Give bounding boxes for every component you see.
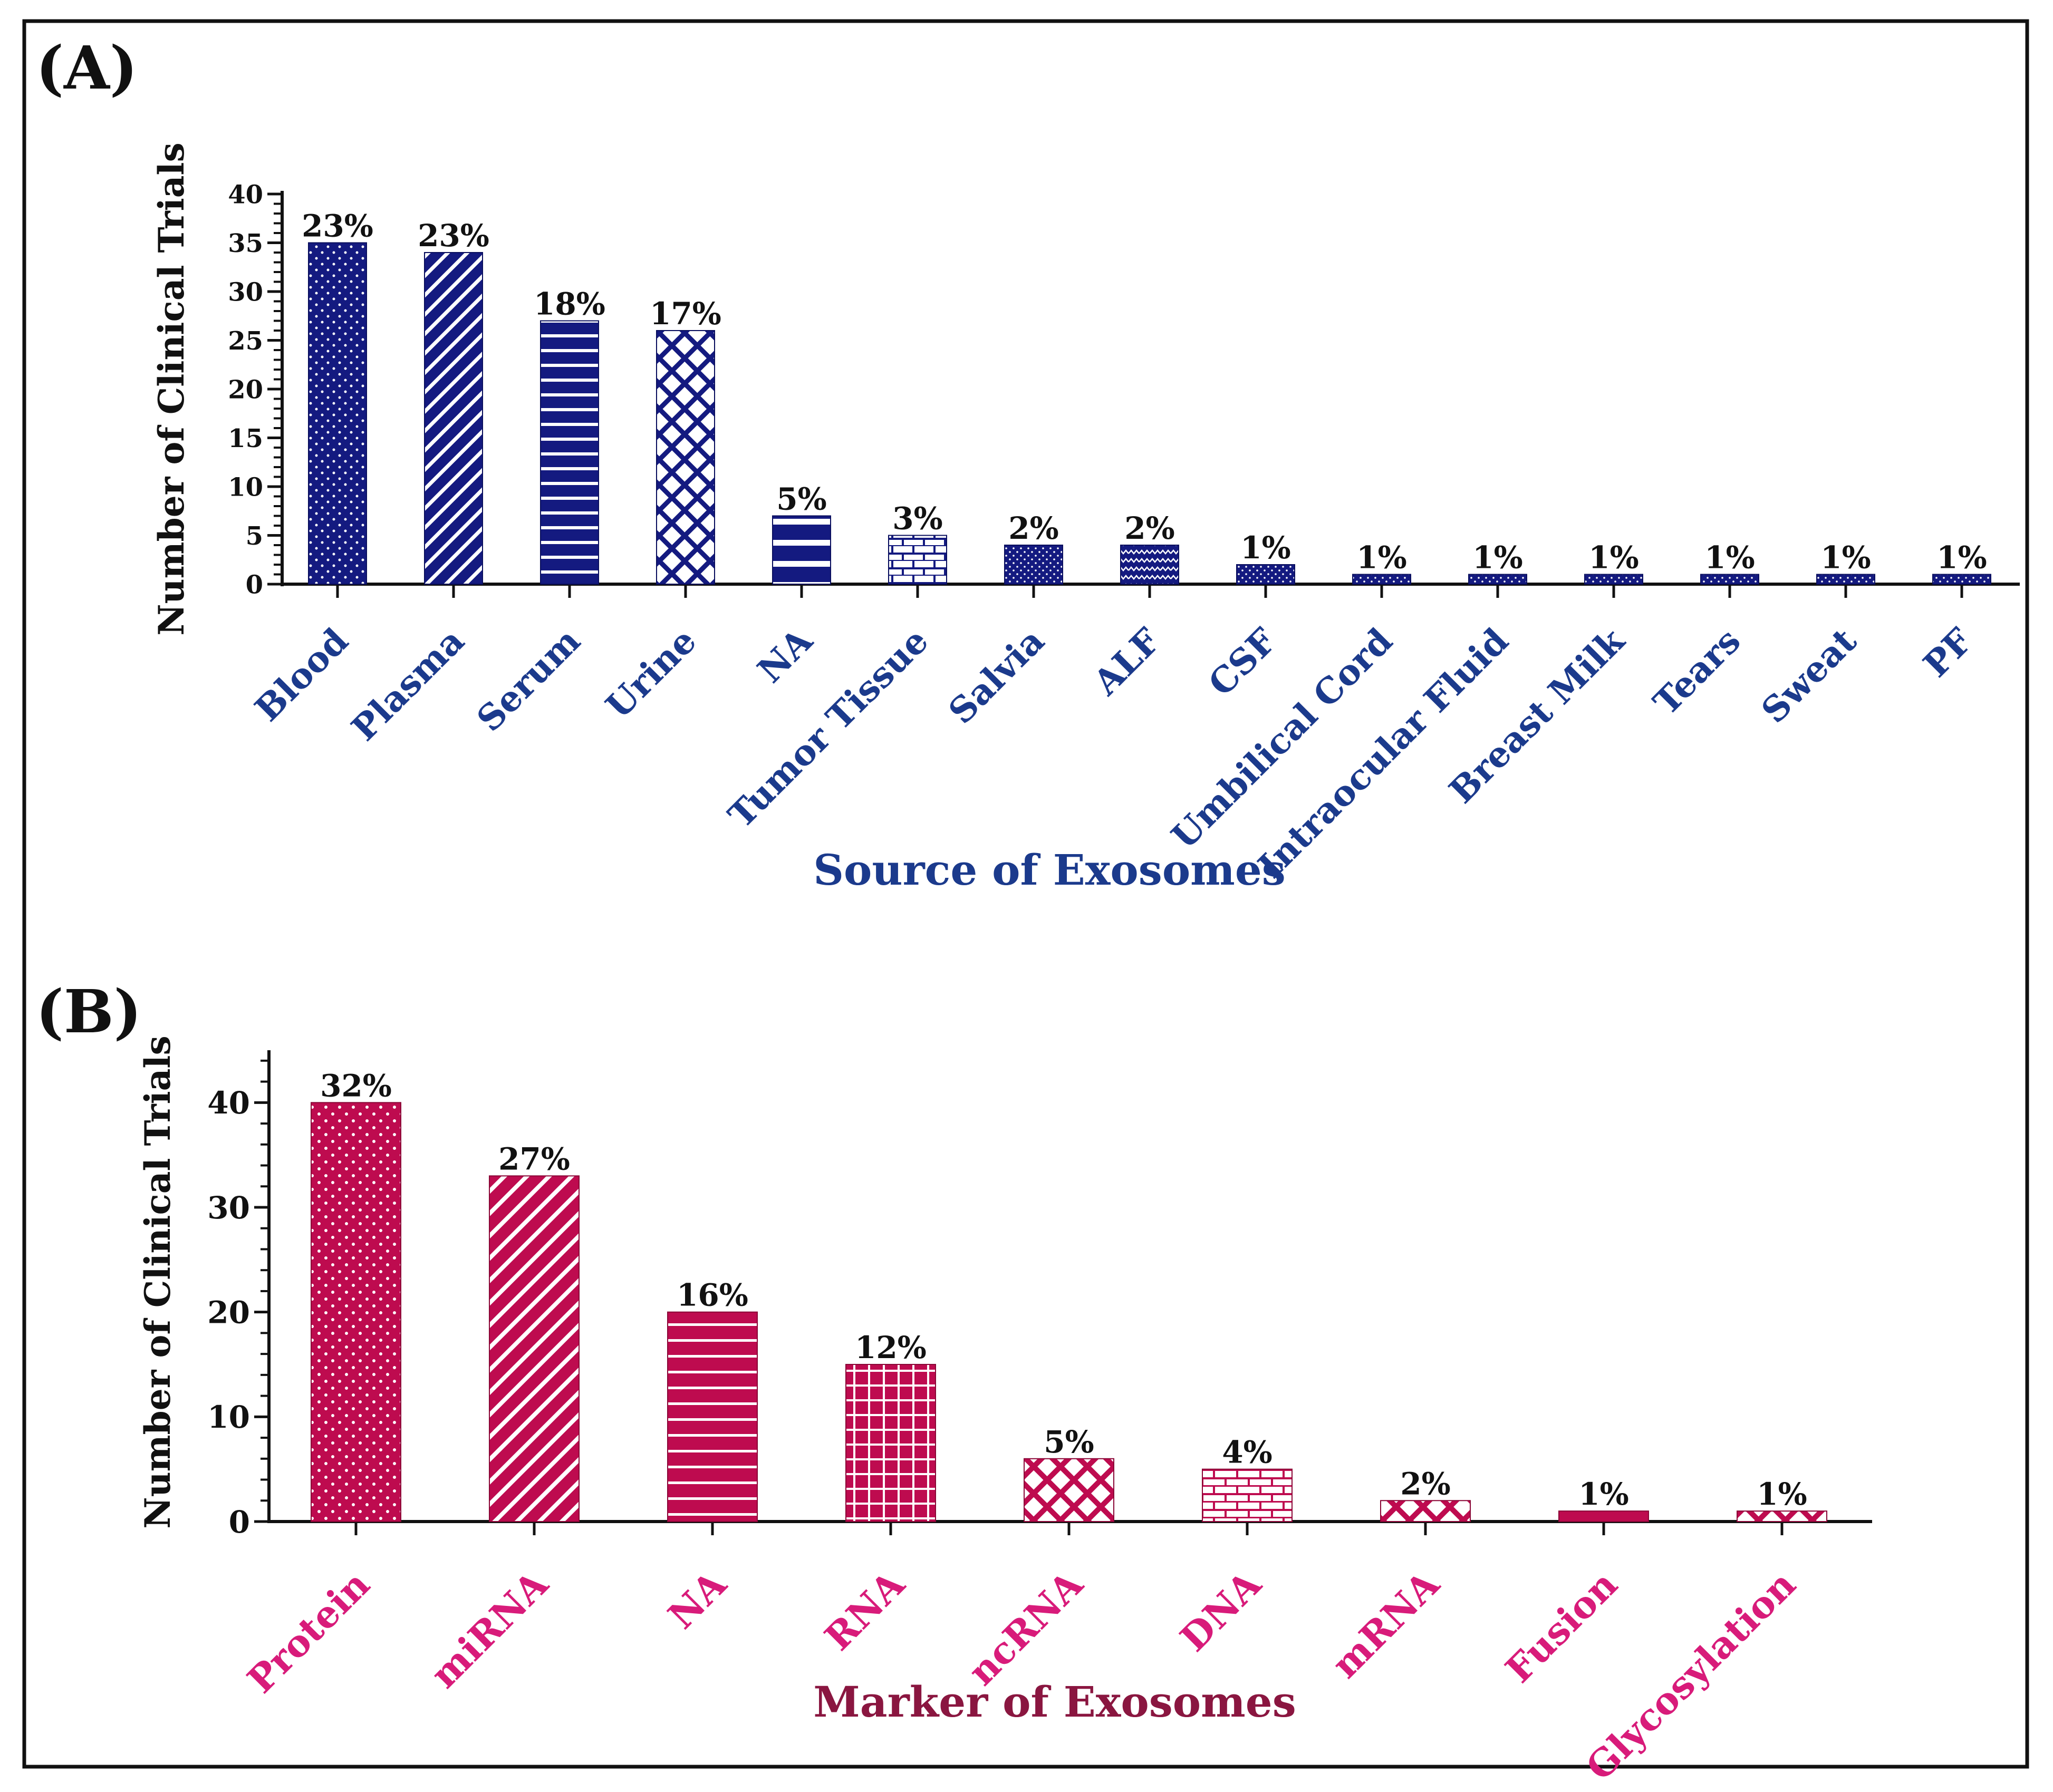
y-tick-label: 40 [207, 1085, 250, 1121]
bar-mrna [1380, 1500, 1471, 1522]
data-label: 1% [1240, 530, 1290, 566]
bar-tumor-tissue [888, 535, 947, 585]
data-label: 17% [650, 296, 721, 332]
panel-a-label: (A) [36, 34, 138, 103]
chart-a: 0 5 10 15 20 25 30 35 40 23% 23% 18% 17% 5% 3% 2% 2% 1% 1… [151, 142, 2020, 895]
bar-na [667, 1311, 758, 1523]
data-label: 16% [677, 1277, 748, 1313]
chart-a-x-title: Source of Exosomes [813, 845, 1286, 895]
data-label: 1% [1757, 1476, 1807, 1512]
bar-umbilical-cord [1352, 574, 1411, 585]
bar-sweat [1816, 574, 1875, 585]
y-tick-label: 0 [246, 570, 263, 599]
data-label: 18% [534, 286, 605, 322]
y-tick-label: 30 [207, 1190, 250, 1226]
y-tick-label: 15 [228, 424, 263, 453]
bar-tears [1700, 574, 1759, 585]
data-label: 1% [1936, 540, 1987, 576]
y-tick-label: 35 [228, 229, 263, 258]
data-label: 12% [855, 1330, 927, 1365]
y-tick-label: 40 [228, 180, 263, 209]
y-tick-label: 20 [228, 375, 263, 404]
data-label: 23% [302, 208, 373, 244]
bar-salvia [1004, 545, 1063, 585]
data-label: 23% [418, 218, 489, 254]
chart-b-x-title: Marker of Exosomes [813, 1677, 1296, 1727]
y-tick-label: 20 [207, 1295, 250, 1331]
chart-a-y-title: Number of Clinical Trials [151, 142, 192, 635]
data-label: 2% [1400, 1466, 1450, 1502]
y-tick-label: 10 [207, 1399, 250, 1435]
bar-plasma [424, 252, 483, 585]
bar-fusion [1558, 1510, 1649, 1522]
data-label: 1% [1356, 540, 1406, 576]
data-label: 1% [1472, 540, 1522, 576]
bar-ncrna [1024, 1458, 1114, 1523]
data-label: 2% [1124, 510, 1174, 546]
bar-dna [1202, 1468, 1293, 1523]
chart-b-y-title: Number of Clinical Trials [137, 1035, 178, 1528]
data-label: 1% [1704, 540, 1755, 576]
data-label: 4% [1222, 1435, 1272, 1470]
data-label: 32% [320, 1068, 392, 1103]
data-label: 27% [498, 1141, 570, 1177]
bar-breast-milk [1584, 574, 1643, 585]
y-tick-label: 30 [228, 277, 263, 307]
bar-csf [1236, 564, 1295, 585]
bar-protein [311, 1102, 401, 1522]
y-tick-label: 10 [228, 472, 263, 502]
bar-urine [656, 330, 715, 585]
data-label: 3% [892, 501, 942, 537]
bar-intraocular-fluid [1468, 574, 1527, 585]
bar-glycosylation [1737, 1510, 1827, 1522]
data-label: 2% [1008, 510, 1058, 546]
data-label: 1% [1578, 1476, 1628, 1512]
bar-blood [308, 242, 367, 585]
bar-pf [1932, 574, 1991, 585]
data-label: 5% [776, 481, 826, 517]
bar-serum [540, 320, 599, 585]
y-tick-label: 25 [228, 326, 263, 356]
y-tick-label: 5 [246, 521, 263, 551]
data-label: 5% [1044, 1424, 1094, 1460]
bar-alf [1120, 545, 1179, 585]
bar-mirna [489, 1175, 580, 1522]
panel-b-label: (B) [36, 977, 142, 1047]
y-tick-label: 0 [229, 1504, 250, 1540]
data-label: 1% [1820, 540, 1871, 576]
data-label: 1% [1588, 540, 1638, 576]
bar-rna [845, 1364, 936, 1522]
bar-na [772, 515, 831, 585]
